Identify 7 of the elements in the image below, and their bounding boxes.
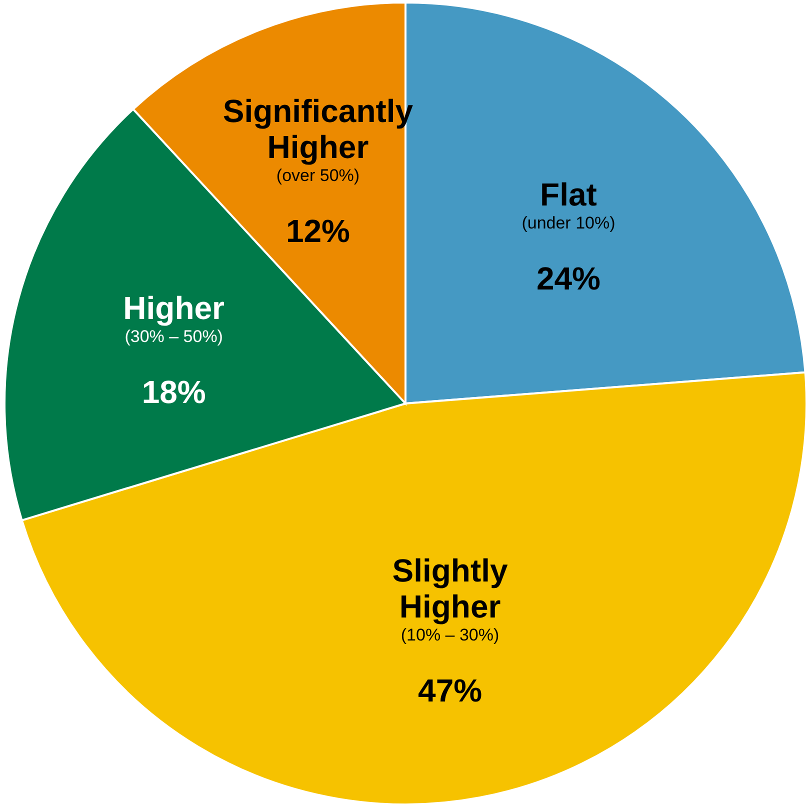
data-label: 47%	[418, 672, 482, 708]
data-label: 18%	[142, 374, 206, 410]
category-label: Slightly Higher (10% – 30%)	[392, 552, 508, 644]
data-label: 12%	[286, 213, 350, 250]
category-label: Higher (30% – 50%)	[123, 290, 225, 346]
category-label: Flat (under 10%)	[522, 176, 616, 232]
data-label: 24%	[536, 260, 601, 296]
